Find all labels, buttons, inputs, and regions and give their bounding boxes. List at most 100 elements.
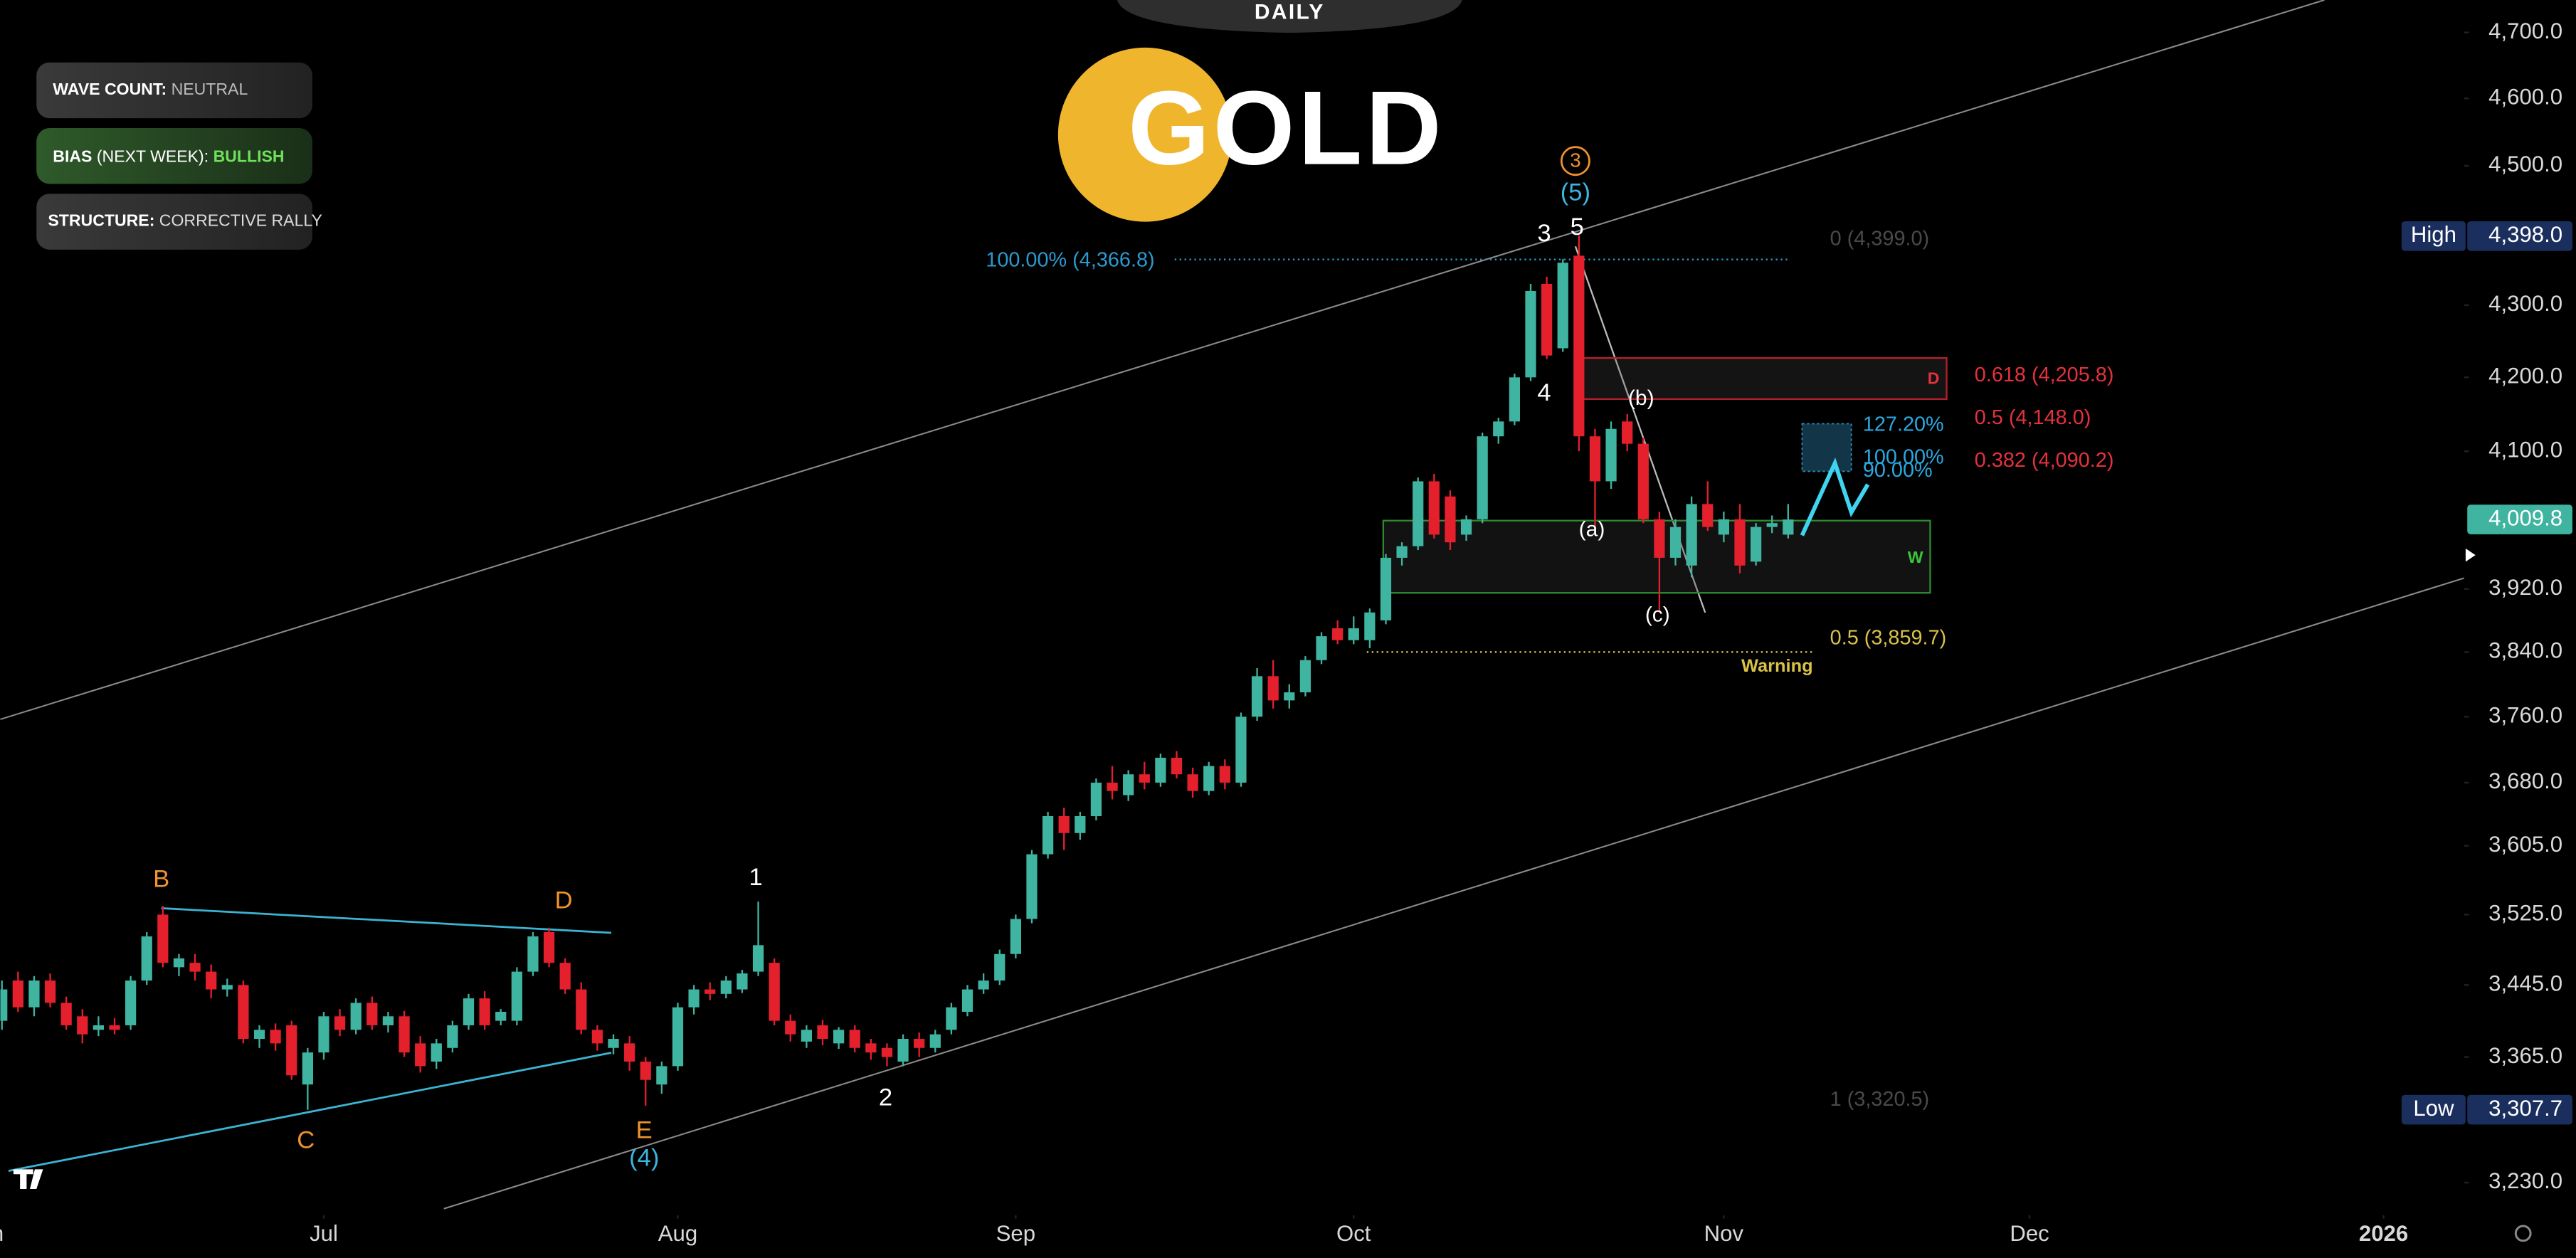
wave-label: B: [153, 865, 169, 892]
candle-body: [286, 1025, 297, 1076]
candle-body: [270, 1030, 281, 1044]
candle-body: [302, 1052, 313, 1085]
candle-body: [382, 1016, 394, 1025]
wave-label: (5): [1561, 179, 1590, 206]
candle-body: [1557, 263, 1568, 349]
candle-body: [961, 989, 973, 1012]
candle-body: [1123, 774, 1134, 796]
wave-label: (c): [1645, 603, 1670, 626]
panel: [36, 128, 312, 184]
candle-body: [1042, 816, 1054, 855]
candle-body: [785, 1020, 796, 1035]
channel-lower: [443, 577, 2464, 1210]
y-tick-label: 3,230.0: [2488, 1168, 2562, 1193]
candle-body: [527, 936, 539, 972]
y-tick-label: 3,840.0: [2488, 638, 2562, 663]
y-tick-label: 4,300.0: [2488, 291, 2562, 316]
candle-body: [946, 1007, 957, 1030]
panel-text: WAVE COUNT: NEUTRAL: [53, 80, 248, 98]
price-badge-label: 4,398.0: [2488, 222, 2562, 247]
candle-body: [221, 985, 233, 990]
fib-label: 1 (3,320.5): [1830, 1088, 1930, 1111]
candle-body: [801, 1030, 813, 1042]
candle-body: [1589, 436, 1601, 482]
candle-body: [495, 1011, 507, 1021]
candle-body: [897, 1039, 909, 1062]
candle-body: [704, 989, 716, 994]
candle-body: [398, 1016, 410, 1053]
candle-body: [624, 1043, 635, 1062]
candle-body: [833, 1030, 845, 1044]
wave-label: E: [636, 1116, 653, 1143]
y-tick-label: 3,445.0: [2488, 971, 2562, 996]
candle-body: [93, 1025, 105, 1030]
projection-path: [1800, 458, 1870, 536]
wave-label: D: [555, 887, 573, 914]
candle-body: [0, 989, 8, 1021]
y-tick-label: 3,605.0: [2488, 832, 2562, 857]
candle-body: [1299, 660, 1311, 692]
candle-body: [576, 989, 587, 1030]
candle-body: [1750, 527, 1762, 562]
price-badge-label: 4,009.8: [2488, 505, 2562, 530]
candle-body: [720, 980, 732, 994]
x-tick-label: Nov: [1704, 1221, 1744, 1246]
price-badge: [2467, 221, 2572, 251]
candle-body: [688, 989, 700, 1008]
candle-body: [1654, 519, 1665, 558]
candle-body: [1267, 676, 1279, 701]
y-tick-label: 3,920.0: [2488, 575, 2562, 600]
settings-icon[interactable]: [2514, 1225, 2532, 1242]
candle-body: [447, 1025, 458, 1048]
price-badge: [2467, 504, 2572, 534]
candle-body: [1316, 636, 1327, 660]
channel-upper: [0, 0, 2325, 720]
fib-label: 100.00%: [1863, 446, 1944, 469]
x-tick-label: 2026: [2359, 1221, 2408, 1246]
trend-lines: [0, 0, 2464, 1210]
triangle-upper: [161, 906, 612, 934]
wave-line: [1574, 245, 1706, 613]
candle-body: [12, 980, 23, 1008]
supply-zone: [1576, 357, 1948, 401]
candle-body: [1380, 557, 1392, 620]
candle-body: [1171, 757, 1183, 775]
panel-text: BIAS (NEXT WEEK): BULLISH: [53, 147, 284, 166]
candle-body: [77, 1016, 88, 1035]
candle-body: [1622, 421, 1633, 444]
panel-label: WAVE COUNT:: [53, 80, 167, 98]
candle-body: [1702, 504, 1714, 527]
candle-body: [1445, 496, 1456, 543]
candle-body: [1332, 628, 1344, 640]
candle-body: [1075, 816, 1086, 833]
wave-label: (b): [1628, 386, 1654, 410]
y-tick-label: 4,200.0: [2488, 364, 2562, 388]
triangle-lower: [8, 1052, 612, 1173]
candle-body: [1010, 919, 1021, 954]
candle-body: [511, 971, 522, 1021]
candle-body: [1783, 519, 1794, 535]
candle-body: [559, 963, 571, 990]
candle-body: [318, 1016, 329, 1053]
candle-body: [849, 1030, 860, 1048]
candle-body: [44, 980, 56, 1003]
scroll-arrow: [2465, 548, 2476, 562]
candle-body: [591, 1030, 603, 1044]
wave-label: (a): [1579, 517, 1605, 541]
candle-body: [1493, 421, 1504, 437]
price-badge-name: Low: [2413, 1096, 2454, 1121]
candle-body: [173, 958, 185, 968]
candle-body: [1413, 481, 1424, 546]
candle-body: [189, 963, 201, 972]
x-tick-label: Oct: [1336, 1221, 1371, 1246]
wave-label: (4): [629, 1145, 659, 1172]
logo-text: PRO: [60, 1170, 92, 1187]
panel: [36, 194, 312, 250]
wave-circle: [1560, 146, 1590, 176]
panel: [36, 62, 312, 119]
y-tick-label: 4,500.0: [2488, 152, 2562, 176]
candle-body: [1766, 523, 1778, 527]
candle-body: [60, 1003, 72, 1025]
